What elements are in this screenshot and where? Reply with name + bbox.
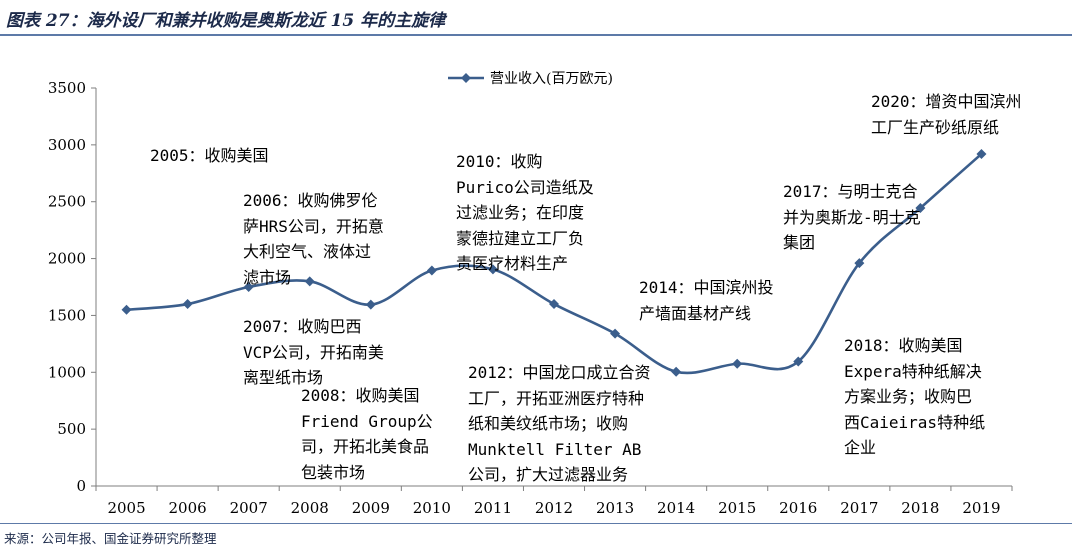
annotation-line: 西Caieiras特种纸 [844,412,986,432]
data-point-marker [121,304,132,315]
x-tick-label: 2019 [962,499,1000,517]
annotation-line: 2017：与明士克合 [783,182,918,201]
data-point-marker [671,366,682,377]
x-tick-label: 2007 [230,499,268,517]
annotation-line: 过滤业务；在印度 [456,203,585,222]
footer-divider [0,523,1072,524]
data-point-marker [793,356,804,367]
data-point-marker [182,299,193,310]
annotation-2005: 2005：收购美国 [150,143,269,169]
annotation-2010: 2010：收购 Purico公司造纸及 过滤业务；在印度 蒙德拉建立工厂负 责医疗材料生… [456,149,594,277]
annotation-line: 2018：收购美国 [844,336,963,355]
x-tick-label: 2011 [474,499,512,517]
annotation-2007: 2007：收购巴西 VCP公司，开拓南美 离型纸市场 [243,314,384,391]
y-tick-label: 2500 [48,193,86,211]
data-point-marker [976,148,987,159]
annotation-line: 大利空气、液体过 [243,242,372,261]
annotation-2014: 2014：中国滨州投 产墙面基材产线 [639,275,774,326]
annotation-line: 工厂生产砂纸原纸 [871,117,1000,137]
x-tick-label: 2018 [901,499,939,517]
annotation-line: 2014：中国滨州投 [639,278,774,297]
data-point-marker [549,299,559,310]
annotation-line: Friend Group公 [301,411,433,431]
data-point-marker [915,202,926,213]
data-point-marker [304,276,315,287]
annotation-line: Munktell Filter AB [468,439,642,459]
y-tick-label: 2000 [48,250,86,268]
data-point-marker [610,328,621,339]
annotation-line: 萨HRS公司，开拓意 [243,216,384,236]
data-point-marker [487,264,498,275]
annotation-line: 包装市场 [301,462,366,482]
x-tick-label: 2017 [840,499,878,517]
annotation-line: 公司，扩大过滤器业务 [468,465,629,484]
annotation-line: 并为奥斯龙-明士克 [783,207,921,227]
annotation-line: Purico公司造纸及 [456,177,594,197]
annotation-2018: 2018：收购美国 Expera特种纸解决 方案业务；收购巴 西Caieiras特种纸… [844,333,985,461]
annotation-2017: 2017：与明士克合 并为奥斯龙-明士克 集团 [783,179,921,256]
x-tick-labels: 2005 2006 2007 2008 2009 2010 2011 2012 2013 2014… [107,499,1000,517]
y-tick-label: 1500 [48,306,86,324]
annotation-2020: 2020：增资中国滨州 工厂生产砂纸原纸 [871,89,1022,140]
x-tick-label: 2012 [535,499,573,517]
data-point-marker [243,282,254,292]
x-tick-label: 2005 [107,499,145,517]
annotation-line: 集团 [783,233,816,252]
annotation-2008: 2008：收购美国 Friend Group公 司，开拓北美食品 包装市场 [301,383,433,485]
legend-marker-swatch [461,73,471,83]
annotation-line: Expera特种纸解决 [844,361,982,381]
series-line [126,152,983,375]
y-tick-label: 500 [57,420,86,438]
source-note: 来源：公司年报、国金证券研究所整理 [4,531,217,546]
annotation-2006: 2006：收购佛罗伦 萨HRS公司，开拓意 大利空气、液体过 滤市场 [243,188,384,290]
title-divider [0,34,1072,36]
annotation-line: 责医疗材料生产 [456,254,569,273]
x-tick-label: 2009 [352,499,390,517]
annotation-line: 方案业务；收购巴 [844,387,973,406]
y-tick-label: 1000 [48,363,86,381]
x-tick-label: 2016 [779,499,817,517]
annotation-line: VCP公司，开拓南美 [243,342,384,362]
y-tick-labels: 0 500 1000 1500 2000 2500 3000 3500 [48,79,86,495]
x-tick-label: 2006 [169,499,207,517]
annotation-line: 2020：增资中国滨州 [871,92,1022,111]
legend-label: 营业收入(百万欧元) [490,71,613,87]
annotation-line: 产墙面基材产线 [639,303,752,323]
annotation-line: 蒙德拉建立工厂负 [456,228,585,248]
annotation-line: 2012：中国龙口成立合资 [468,363,651,382]
annotation-line: 2005：收购美国 [150,146,269,165]
x-tick-label: 2013 [596,499,634,517]
annotation-line: 企业 [844,438,877,457]
annotation-2012: 2012：中国龙口成立合资 工厂，开拓亚洲医疗特种 纸和美纹纸市场；收购 Munkte… [468,360,651,488]
data-point-marker [854,258,865,269]
x-tick-label: 2015 [718,499,756,517]
annotation-line: 2007：收购巴西 [243,317,362,336]
annotation-line: 纸和美纹纸市场；收购 [468,414,629,433]
y-tick-label: 0 [76,477,86,495]
y-tick-label: 3000 [48,136,86,154]
x-tick-label: 2010 [413,499,451,517]
annotation-line: 2008：收购美国 [301,386,420,405]
annotation-line: 滤市场 [243,267,292,287]
annotation-line: 离型纸市场 [243,368,324,387]
y-tick-label: 3500 [48,79,86,97]
annotation-line: 2010：收购 [456,152,543,171]
data-point-marker [365,299,376,310]
x-tick-label: 2008 [291,499,329,517]
legend: 营业收入(百万欧元) [448,71,613,87]
data-point-marker [732,358,743,369]
data-point-marker [426,265,437,276]
figure-title: 图表 27：海外设厂和兼并收购是奥斯龙近 15 年的主旋律 [6,11,446,31]
series-markers [121,148,987,377]
annotation-line: 司，开拓北美食品 [301,437,430,456]
chart-axes [91,87,1013,491]
x-tick-label: 2014 [657,499,695,517]
annotation-line: 工厂，开拓亚洲医疗特种 [468,388,645,408]
annotation-line: 2006：收购佛罗伦 [243,191,378,210]
